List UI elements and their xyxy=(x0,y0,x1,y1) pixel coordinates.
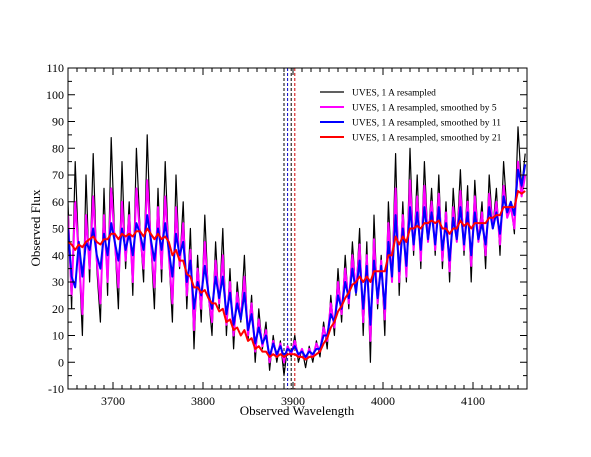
y-tick-label: 110 xyxy=(46,61,64,75)
y-tick-label: 60 xyxy=(52,195,64,209)
series-line-2 xyxy=(68,164,527,358)
x-tick-label: 3900 xyxy=(281,394,305,408)
y-tick-label: 50 xyxy=(52,222,64,236)
legend-label-2: UVES, 1 A resampled, smoothed by 11 xyxy=(352,119,501,129)
series-line-3 xyxy=(68,190,526,361)
x-tick-label: 4100 xyxy=(461,394,485,408)
series-line-0 xyxy=(68,126,526,377)
x-tick-label: 3800 xyxy=(191,394,215,408)
series-line-1 xyxy=(68,160,527,364)
x-tick-label: 3700 xyxy=(101,394,125,408)
y-tick-label: 20 xyxy=(52,302,64,316)
y-tick-label: 90 xyxy=(52,115,64,129)
x-axis-label: Observed Wavelength xyxy=(240,403,355,418)
legend: UVES, 1 A resampled UVES, 1 A resampled, … xyxy=(320,89,502,144)
y-tick-label: 10 xyxy=(52,329,64,343)
y-tick-label: 0 xyxy=(58,355,64,369)
y-tick-label: 80 xyxy=(52,141,64,155)
y-tick-label: 40 xyxy=(52,248,64,262)
legend-label-1: UVES, 1 A resampled, smoothed by 5 xyxy=(352,104,497,114)
y-tick-label: 70 xyxy=(52,168,64,182)
y-tick-label: 30 xyxy=(52,275,64,289)
y-tick-label: 100 xyxy=(46,88,64,102)
y-tick-label: -10 xyxy=(48,382,64,396)
legend-label-0: UVES, 1 A resampled xyxy=(352,89,436,99)
x-tick-label: 4000 xyxy=(371,394,395,408)
y-axis-label: Observed Flux xyxy=(28,189,43,266)
legend-label-3: UVES, 1 A resampled, smoothed by 21 xyxy=(352,134,502,144)
